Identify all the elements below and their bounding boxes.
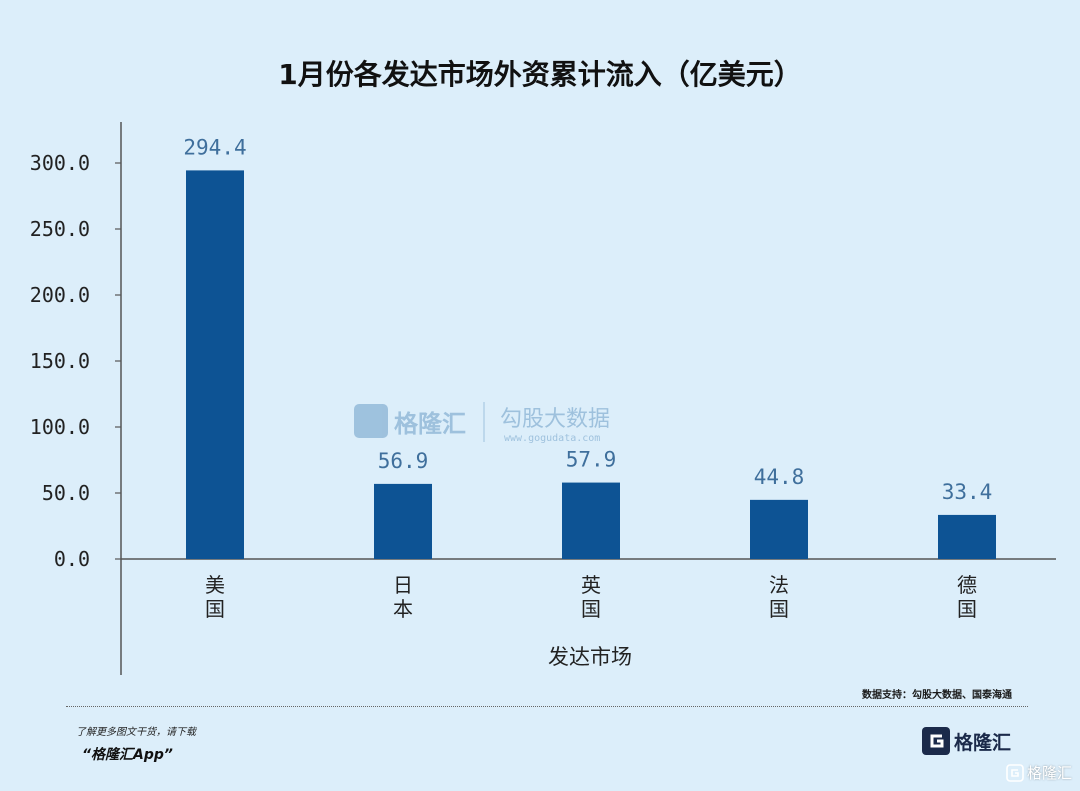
corner-logo-icon bbox=[1006, 763, 1024, 782]
bar bbox=[374, 483, 432, 559]
brand-logo-icon bbox=[922, 727, 950, 755]
footer-note: 了解更多图文干货，请下载 bbox=[76, 727, 196, 738]
chart-title: 1月份各发达市场外资累计流入（亿美元） bbox=[278, 58, 802, 91]
y-tick-labels: 0.0 50.0 100.0 150.0 200.0 250.0 300.0 bbox=[30, 151, 90, 571]
y-tick-label: 0.0 bbox=[54, 547, 90, 571]
watermark-brand: 格隆汇 bbox=[394, 410, 466, 438]
x-axis-label: 发达市场 bbox=[548, 645, 632, 669]
x-tick-label: 德国 bbox=[957, 573, 977, 621]
watermark-partner-url: www.gogudata.com bbox=[504, 433, 600, 444]
bar bbox=[750, 499, 808, 559]
bar-value-label: 57.9 bbox=[566, 448, 617, 472]
watermark-logo-icon bbox=[354, 404, 388, 438]
corner-watermark: 格隆汇 bbox=[1006, 762, 1072, 783]
x-tick-label: 日本 bbox=[393, 573, 413, 621]
x-tick-label: 美国 bbox=[205, 573, 225, 621]
data-source: 数据支持：勾股大数据、国泰海通 bbox=[862, 690, 1012, 701]
bar-value-label: 44.8 bbox=[754, 465, 805, 489]
x-tick-labels: 美国 日本 英国 法国 德国 bbox=[205, 573, 977, 621]
y-tick-label: 250.0 bbox=[30, 217, 90, 241]
watermark-partner: 勾股大数据 bbox=[500, 407, 610, 432]
y-tick-label: 150.0 bbox=[30, 349, 90, 373]
bar-value-label: 294.4 bbox=[183, 135, 246, 159]
footer-logo: 格隆汇 bbox=[922, 727, 1011, 755]
footer-logo-text: 格隆汇 bbox=[954, 731, 1012, 754]
footer-divider bbox=[66, 706, 1028, 707]
x-tick-label: 法国 bbox=[769, 573, 789, 621]
y-tick-label: 300.0 bbox=[30, 151, 90, 175]
footer-app-name: “格隆汇App” bbox=[82, 747, 173, 763]
value-labels: 294.4 56.9 57.9 44.8 33.4 bbox=[183, 135, 992, 504]
bar-value-label: 56.9 bbox=[378, 449, 429, 473]
bar bbox=[938, 514, 996, 559]
bar bbox=[186, 170, 244, 559]
y-tick-label: 200.0 bbox=[30, 283, 90, 307]
y-tick-label: 50.0 bbox=[42, 481, 90, 505]
y-tick-label: 100.0 bbox=[30, 415, 90, 439]
bars bbox=[186, 170, 996, 559]
bar-value-label: 33.4 bbox=[942, 480, 993, 504]
bar bbox=[562, 482, 620, 559]
watermark: 格隆汇 勾股大数据 www.gogudata.com bbox=[354, 402, 610, 444]
x-tick-label: 英国 bbox=[581, 573, 601, 621]
corner-watermark-text: 格隆汇 bbox=[1026, 764, 1072, 782]
